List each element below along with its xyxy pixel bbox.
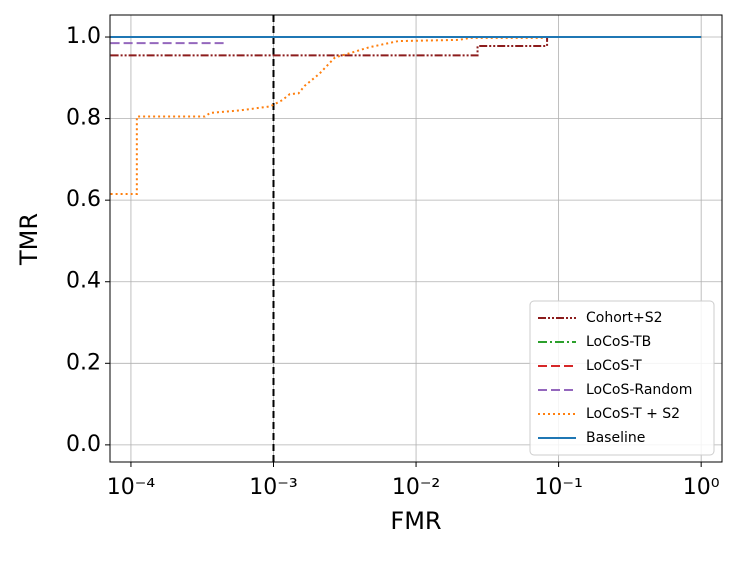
legend-label: Cohort+S2 [586, 310, 663, 326]
legend-label: LoCoS-Random [586, 382, 692, 398]
y-tick-label: 1.0 [66, 24, 101, 49]
x-tick-label: 10⁻³ [249, 475, 297, 500]
x-tick-label: 10⁻² [392, 475, 440, 500]
y-tick-label: 0.6 [66, 187, 101, 212]
series-line [110, 37, 549, 57]
legend-label: LoCoS-TB [586, 334, 651, 350]
y-axis-label: TMR [15, 213, 43, 266]
legend-label: LoCoS-T + S2 [586, 406, 680, 422]
series-line [110, 36, 545, 196]
x-tick-label: 10⁻⁴ [107, 475, 156, 500]
x-axis-label: FMR [390, 507, 441, 535]
y-tick-label: 0.4 [66, 269, 101, 294]
legend: Cohort+S2 LoCoS-TB LoCoS-T LoCoS-Random LoCo… [529, 300, 715, 456]
legend-label: LoCoS-T [586, 358, 642, 374]
legend-box [529, 300, 715, 456]
legend-label: Baseline [586, 430, 645, 446]
y-tick-label: 0.8 [66, 106, 101, 131]
x-tick-label: 10⁰ [683, 475, 720, 500]
plot-frame [109, 14, 723, 463]
y-tick-label: 0.0 [66, 432, 101, 457]
x-tick-label: 10⁻¹ [534, 475, 582, 500]
y-tick-label: 0.2 [66, 350, 101, 375]
